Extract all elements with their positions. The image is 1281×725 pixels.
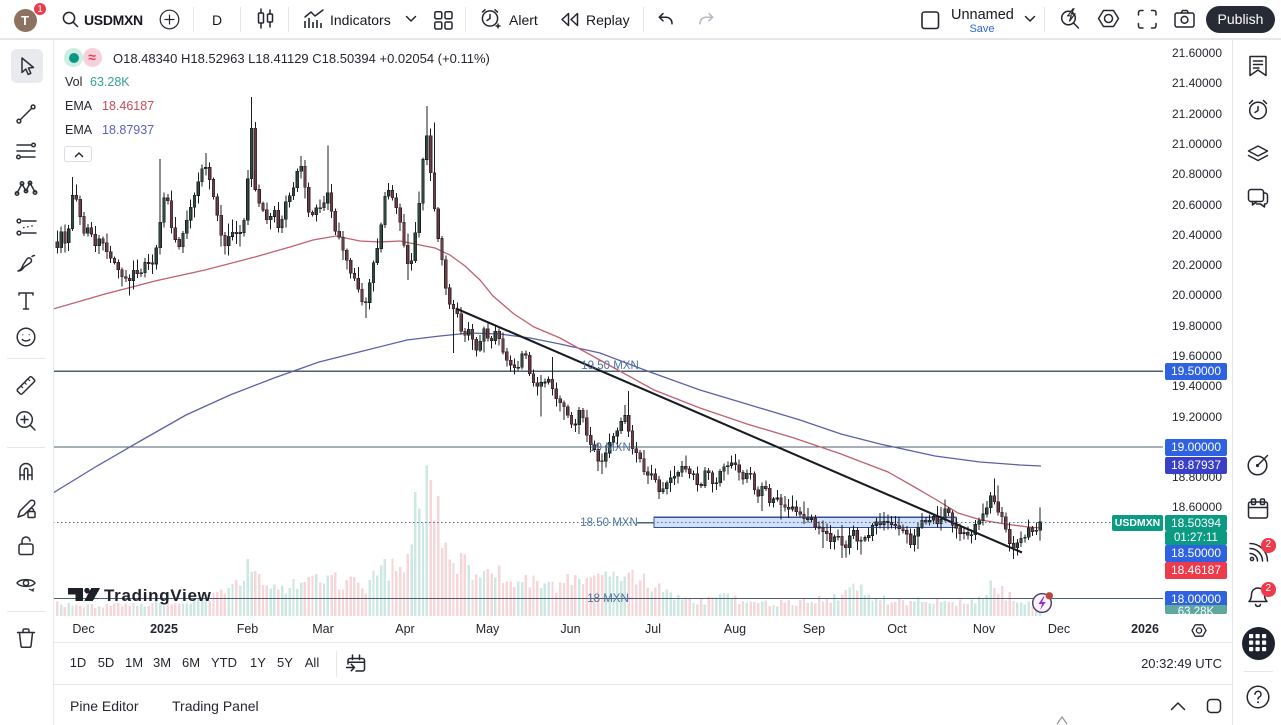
svg-text:18 MXN: 18 MXN [587, 593, 629, 605]
svg-text:19 MXN: 19 MXN [589, 442, 631, 454]
svg-text:18.50 MXN: 18.50 MXN [580, 517, 638, 529]
svg-text:TradingView: TradingView [104, 586, 212, 605]
svg-text:19.50 MXN: 19.50 MXN [581, 360, 639, 372]
